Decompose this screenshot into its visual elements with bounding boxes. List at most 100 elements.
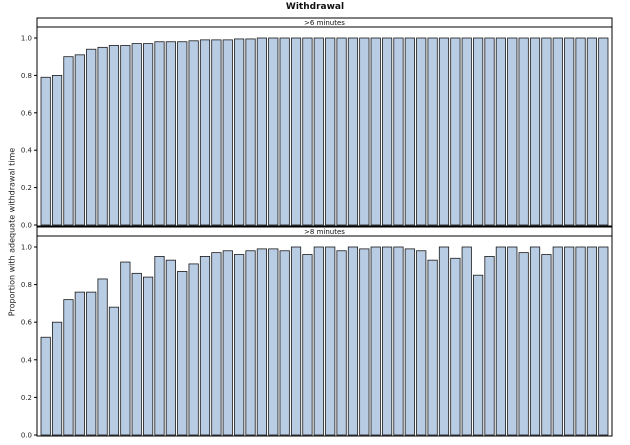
y-tick-label: 0.6	[21, 319, 33, 327]
bar	[586, 246, 598, 436]
bar	[86, 291, 97, 436]
bar	[86, 48, 97, 226]
bar	[74, 291, 85, 436]
bar	[131, 272, 142, 436]
bar	[381, 246, 393, 436]
bar	[177, 271, 188, 436]
bar	[393, 37, 404, 226]
bar	[268, 248, 279, 436]
bar	[290, 246, 302, 436]
y-tick-label: 0.0	[21, 432, 32, 440]
y-tick-label: 1.0	[21, 35, 32, 43]
bar	[541, 37, 552, 226]
bar	[370, 246, 381, 436]
bar	[507, 37, 518, 226]
bar	[313, 246, 324, 436]
bar	[154, 41, 165, 226]
bar	[325, 246, 336, 436]
bar	[416, 37, 427, 226]
bar	[586, 37, 598, 226]
bar	[416, 250, 427, 436]
bar	[552, 246, 563, 436]
bar	[541, 254, 552, 436]
bar	[336, 37, 347, 226]
bar	[143, 43, 154, 226]
bar	[256, 37, 268, 226]
bar	[256, 248, 268, 436]
bar	[108, 306, 120, 436]
bar	[51, 75, 63, 226]
y-tick-label: 0.6	[21, 109, 33, 117]
panel-strip-label: >8 minutes	[304, 228, 345, 236]
bar	[234, 254, 245, 436]
bar	[325, 37, 336, 226]
bar	[552, 37, 563, 226]
bar	[313, 37, 324, 226]
bar	[529, 37, 541, 226]
y-tick-label: 0.0	[21, 222, 32, 230]
bar	[529, 246, 541, 436]
bar	[564, 246, 575, 436]
bar	[63, 56, 74, 226]
bar	[393, 246, 404, 436]
bar	[381, 37, 393, 226]
bar	[575, 37, 586, 226]
bar	[427, 259, 438, 436]
bar	[279, 250, 290, 436]
bar	[473, 37, 484, 226]
bar	[63, 299, 74, 436]
bar	[302, 37, 313, 226]
bar	[245, 38, 256, 226]
bar	[484, 37, 495, 226]
bar	[222, 39, 233, 226]
bar	[484, 255, 495, 436]
bar	[575, 246, 586, 436]
bar	[598, 37, 609, 226]
bar	[279, 37, 290, 226]
bar	[302, 254, 313, 436]
y-tick-label: 0.8	[21, 281, 32, 289]
bar	[598, 246, 609, 436]
chart-title: Withdrawal	[285, 2, 345, 12]
bar	[518, 252, 529, 436]
y-tick-label: 0.2	[21, 184, 32, 192]
bar	[473, 274, 484, 436]
bar	[245, 250, 256, 436]
y-tick-label: 0.8	[21, 72, 32, 80]
bar	[461, 246, 472, 436]
bar	[143, 276, 154, 436]
bar	[154, 255, 165, 436]
bar	[177, 41, 188, 226]
y-tick-label: 0.2	[21, 394, 32, 402]
bar	[370, 37, 381, 226]
bar	[188, 263, 199, 436]
bar	[450, 37, 461, 226]
bar	[120, 261, 131, 436]
bar	[74, 54, 85, 226]
bar	[97, 46, 108, 226]
bar	[222, 250, 233, 436]
bar	[108, 45, 120, 226]
bar	[461, 37, 472, 226]
bar	[347, 37, 359, 226]
bar	[120, 45, 131, 226]
bar	[427, 37, 438, 226]
bar	[347, 246, 359, 436]
bar	[404, 248, 415, 436]
y-tick-label: 1.0	[21, 244, 32, 252]
bar	[188, 40, 199, 226]
bar	[199, 39, 211, 226]
bar	[268, 37, 279, 226]
bar	[40, 336, 51, 436]
bar	[450, 257, 461, 436]
bar	[495, 37, 506, 226]
bar	[495, 246, 506, 436]
bar	[518, 37, 529, 226]
y-tick-label: 0.4	[21, 147, 33, 155]
bar	[507, 246, 518, 436]
bar	[336, 250, 347, 436]
bar	[131, 43, 142, 226]
bar	[359, 248, 370, 436]
bar	[165, 41, 176, 226]
